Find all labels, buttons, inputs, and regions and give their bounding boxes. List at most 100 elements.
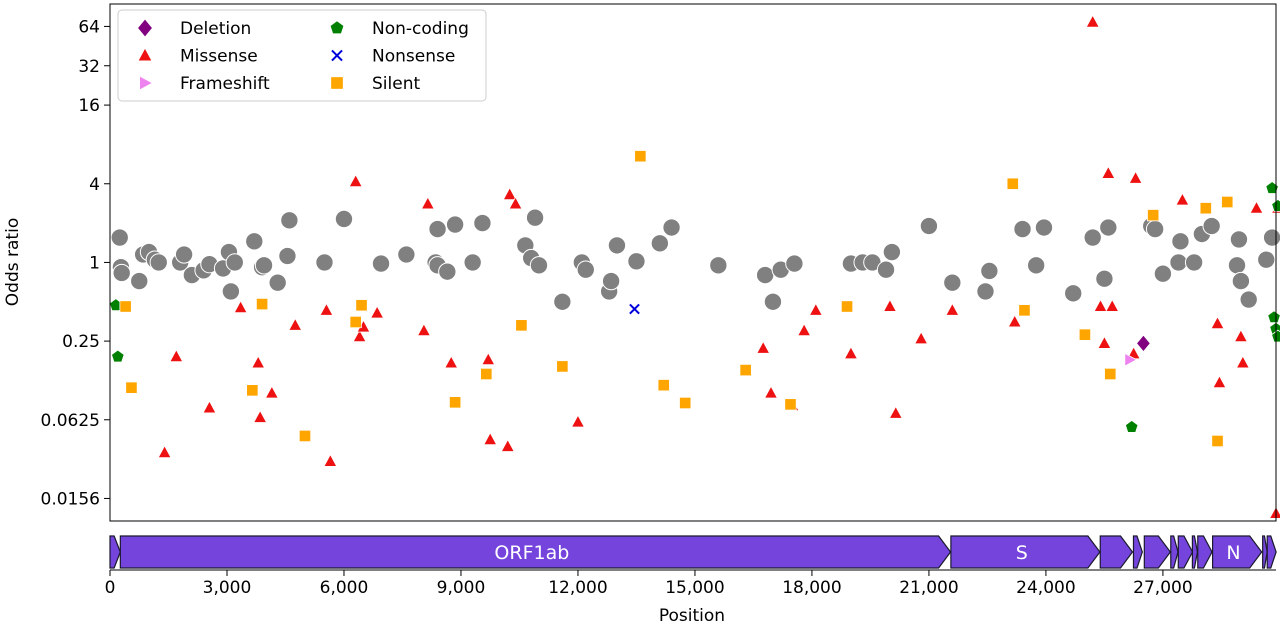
data-point-non-variant <box>371 254 391 273</box>
data-point-non-variant <box>1095 269 1114 288</box>
data-point-non-variant <box>174 245 194 264</box>
data-point-silent <box>349 315 362 329</box>
data-point-missense <box>570 414 586 428</box>
data-point-non-variant <box>662 218 681 237</box>
gene-arrow-orf <box>109 535 121 569</box>
data-point-missense <box>888 405 903 419</box>
data-point-missense <box>1007 314 1022 328</box>
data-point-non-variant <box>1099 218 1118 237</box>
data-point-non-variant <box>1227 256 1247 275</box>
data-point-deletion <box>1136 334 1151 353</box>
legend-marker-non-coding <box>329 20 345 35</box>
data-point-non-variant <box>980 261 999 281</box>
data-point-silent <box>255 297 269 311</box>
data-point-silent <box>556 360 569 373</box>
data-point-non-coding <box>111 349 125 363</box>
data-point-non-variant <box>445 215 465 234</box>
legend-marker-deletion <box>137 18 153 38</box>
data-point-missense <box>1233 329 1248 343</box>
x-tick-label: 6,000 <box>320 578 369 598</box>
data-point-missense <box>253 409 268 423</box>
data-point-silent <box>784 398 797 411</box>
series-nonsense <box>629 303 640 315</box>
data-point-missense <box>1128 170 1143 184</box>
data-point-missense <box>500 438 515 452</box>
data-point-silent <box>1104 367 1117 381</box>
legend: Deletion Missense Frameshift Non-coding Nons… <box>117 9 487 102</box>
legend-label-deletion: Deletion <box>180 19 251 39</box>
data-point-non-variant <box>1153 264 1173 283</box>
data-point-missense <box>319 302 334 316</box>
data-point-non-variant <box>1013 219 1032 239</box>
data-point-non-variant <box>130 271 149 291</box>
data-point-non-variant <box>315 253 334 272</box>
gene-arrow-orf <box>1099 535 1134 569</box>
data-point-missense <box>1097 335 1112 349</box>
gene-arrow-orf <box>1170 535 1179 569</box>
y-tick-label: 0.0625 <box>41 411 100 431</box>
legend-marker-silent <box>330 76 344 90</box>
x-tick-label: 9,000 <box>437 578 486 598</box>
data-point-missense <box>288 317 303 331</box>
data-point-missense <box>233 300 248 314</box>
data-point-non-variant <box>1257 250 1276 269</box>
data-point-non-variant <box>473 213 492 233</box>
data-point-silent <box>298 429 312 443</box>
gene-arrow-orf <box>1177 535 1194 569</box>
data-point-non-variant <box>785 254 804 273</box>
x-axis-label: Position <box>659 606 725 626</box>
data-point-missense <box>1175 192 1190 206</box>
gene-label-n: N <box>1226 542 1240 564</box>
data-point-silent <box>840 300 854 313</box>
series-frameshift <box>1124 352 1138 367</box>
data-point-non-variant <box>245 232 264 251</box>
data-point-non-variant <box>1171 232 1190 251</box>
data-point-non-variant <box>463 253 482 272</box>
data-point-non-variant <box>225 253 244 272</box>
x-tick-label: 24,000 <box>1016 578 1075 598</box>
data-point-non-variant <box>1026 256 1046 275</box>
data-point-non-coding <box>1267 310 1280 324</box>
gene-arrow-orf <box>1266 535 1277 569</box>
data-point-non-variant <box>919 216 939 236</box>
data-point-non-variant <box>112 263 131 283</box>
y-tick-label: 0.25 <box>62 332 100 352</box>
x-tick-label: 0 <box>105 578 116 598</box>
data-point-missense <box>508 196 523 210</box>
data-point-missense <box>264 385 279 399</box>
data-point-non-variant <box>553 292 572 311</box>
data-point-missense <box>323 453 338 467</box>
data-point-missense <box>1210 315 1225 330</box>
gene-label-s: S <box>1016 542 1028 564</box>
data-point-non-coding <box>1124 419 1139 433</box>
data-point-non-variant <box>1169 253 1188 272</box>
data-point-missense <box>945 302 960 316</box>
data-point-silent <box>1006 177 1019 190</box>
data-point-missense <box>756 340 771 354</box>
data-point-non-variant <box>254 256 274 275</box>
data-point-missense <box>808 302 823 316</box>
data-point-non-variant <box>943 273 962 292</box>
data-point-silent <box>1147 209 1160 222</box>
data-point-non-variant <box>334 209 354 229</box>
data-point-missense <box>1249 200 1264 214</box>
gene-arrow-orf1ab <box>119 535 952 569</box>
data-point-non-coding <box>1265 181 1279 194</box>
data-point-missense <box>157 445 172 459</box>
gene-arrow-n <box>1211 535 1263 569</box>
data-point-non-variant <box>1064 284 1083 303</box>
data-point-missense <box>797 323 812 337</box>
data-point-missense <box>1212 375 1227 389</box>
data-point-non-variant <box>1145 219 1165 239</box>
y-tick-label: 32 <box>78 57 100 77</box>
data-point-non-variant <box>1083 228 1102 247</box>
data-point-non-variant <box>1202 216 1221 236</box>
data-point-silent <box>355 299 368 312</box>
data-point-silent <box>1199 202 1212 215</box>
legend-marker-missense <box>137 47 153 62</box>
data-point-missense <box>1105 298 1120 312</box>
data-point-non-variant <box>627 252 646 271</box>
data-point-missense <box>444 355 459 369</box>
data-point-silent <box>1078 328 1092 341</box>
data-point-non-variant <box>1231 271 1251 291</box>
